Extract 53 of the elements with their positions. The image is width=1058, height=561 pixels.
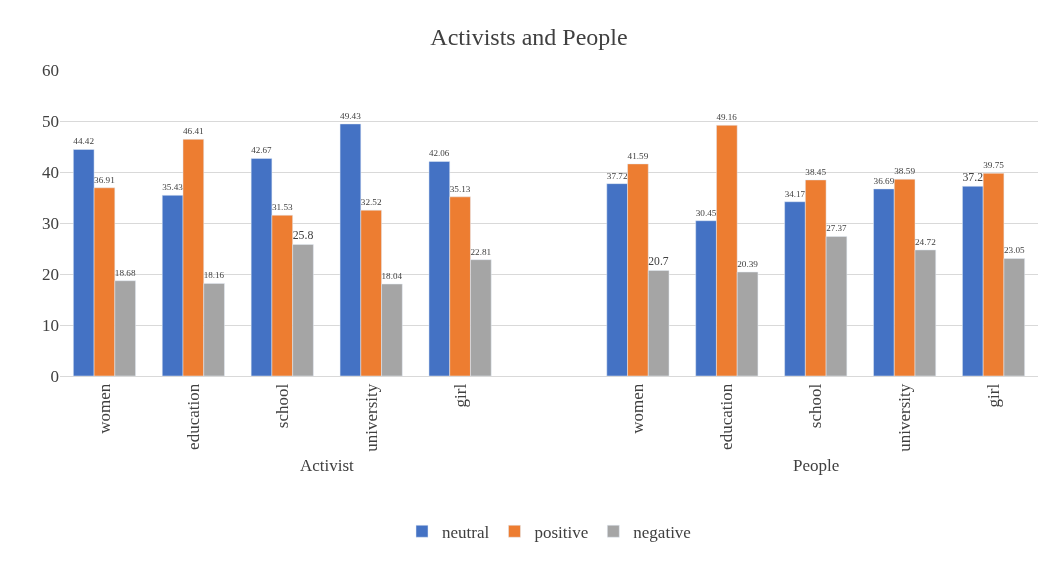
y-tick-label: 10 (42, 315, 59, 335)
x-tick-label: education (717, 383, 737, 450)
data-label: 27.37 (826, 223, 847, 234)
data-label: 42.06 (428, 148, 450, 159)
data-label: 35.43 (162, 182, 184, 193)
x-tick-label: university (895, 383, 915, 452)
legend-label: positive (534, 522, 589, 542)
data-label: 24.72 (915, 236, 937, 247)
x-tick-label: women (94, 383, 114, 434)
data-label: 35.13 (449, 183, 471, 194)
data-label: 18.04 (381, 270, 403, 281)
y-tick-label: 30 (42, 213, 59, 233)
x-tick-label: education (183, 383, 203, 450)
text: People (793, 456, 840, 475)
data-label: 44.42 (73, 136, 95, 147)
data-label: 37.72 (606, 170, 628, 181)
data-label: 38.59 (894, 166, 916, 177)
x-tick-label: girl (984, 383, 1004, 408)
x-tick-label: school (806, 383, 826, 429)
legend-label: negative (633, 522, 691, 542)
y-tick-label: 60 (42, 60, 59, 80)
data-label: 39.75 (983, 160, 1005, 171)
y-tick-label: 0 (50, 366, 59, 386)
data-label: 36.91 (94, 174, 116, 185)
data-label: 42.67 (251, 145, 272, 156)
data-label: 38.45 (805, 166, 827, 177)
y-tick-label: 50 (42, 111, 59, 131)
data-label: 20.39 (737, 258, 759, 269)
y-tick-label: 40 (42, 162, 59, 182)
data-label: 30.45 (695, 207, 717, 218)
x-tick-label: school (272, 383, 292, 429)
data-label: 32.52 (360, 197, 382, 208)
data-label: 23.05 (1003, 245, 1026, 256)
data-label: 31.53 (271, 202, 294, 213)
text: Activist (300, 456, 355, 475)
data-label: 18.68 (114, 267, 136, 278)
data-label: 49.16 (716, 112, 738, 123)
data-label: 34.17 (784, 188, 806, 199)
data-label: 22.81 (470, 246, 492, 257)
data-label: 25.8 (292, 227, 314, 242)
data-label: 18.16 (203, 270, 225, 281)
x-tick-label: girl (450, 383, 470, 408)
data-label: 20.7 (648, 254, 669, 268)
data-label: 36.69 (873, 175, 895, 186)
chart-title: Activists and People (430, 23, 628, 50)
data-label: 49.43 (340, 110, 362, 121)
y-tick-label: 20 (42, 264, 59, 284)
x-tick-label: university (361, 383, 381, 452)
x-tick-label: women (628, 383, 648, 434)
data-label: 37.2 (962, 169, 984, 184)
data-label: 46.41 (182, 126, 205, 137)
data-label: 41.59 (627, 150, 649, 161)
legend-label: neutral (442, 522, 490, 542)
